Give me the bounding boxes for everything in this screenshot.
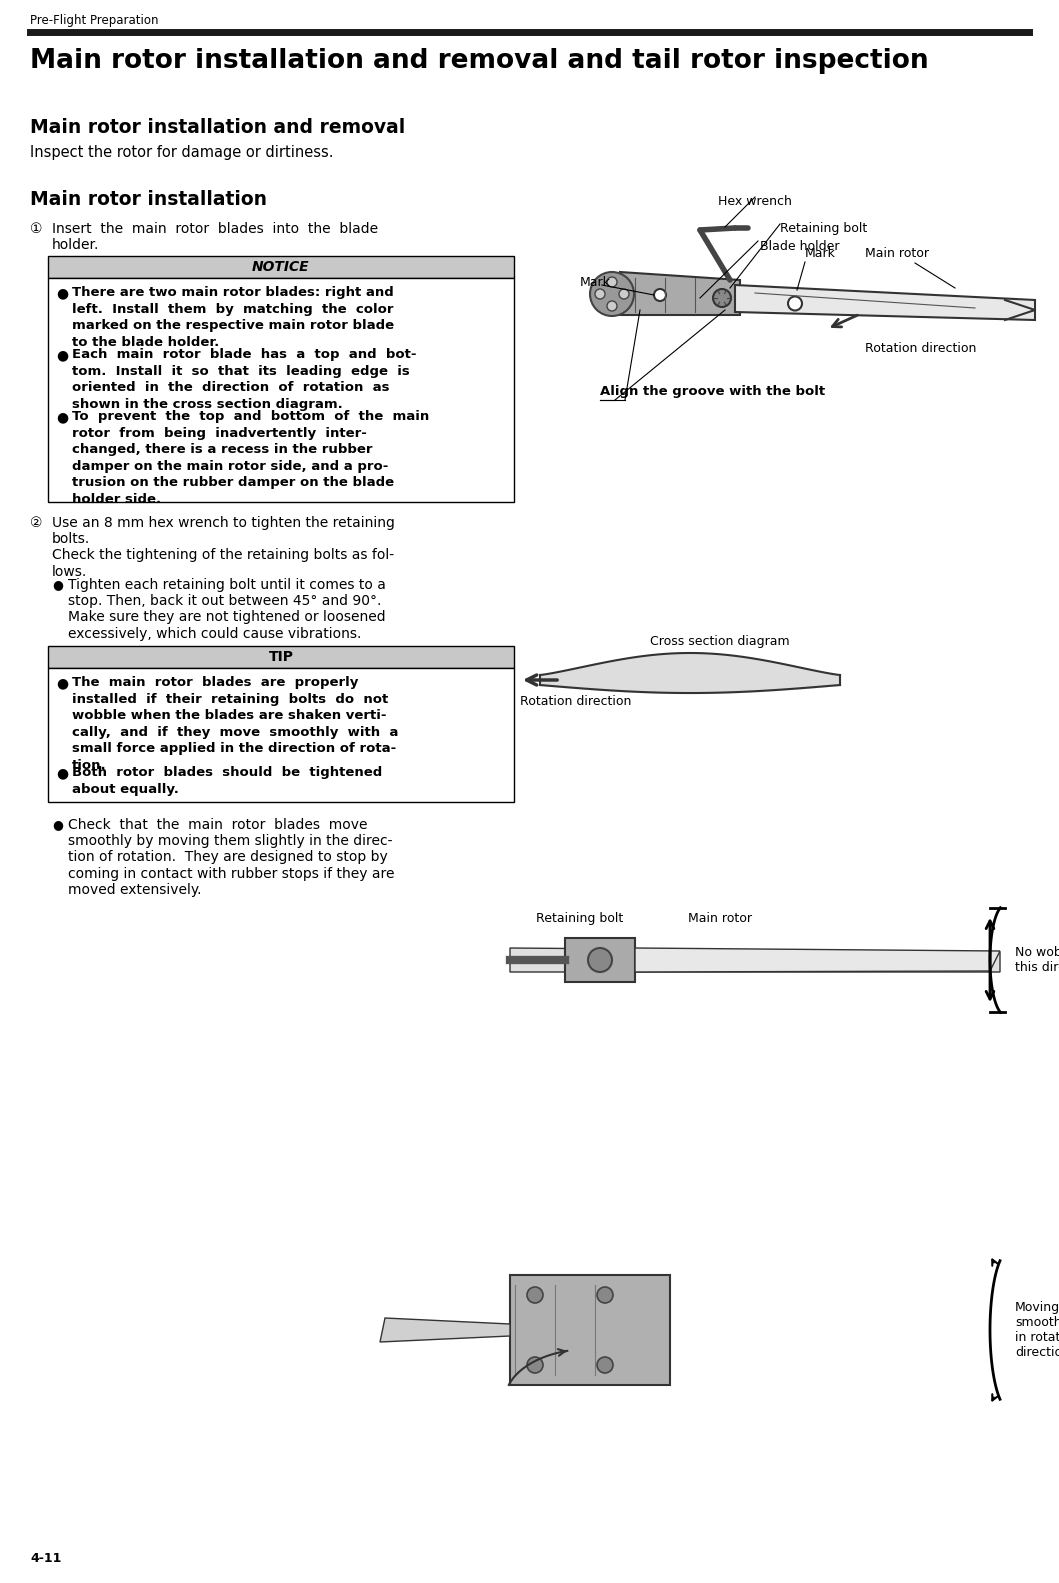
Text: No wobbling in
this direction: No wobbling in this direction (1015, 947, 1059, 974)
Text: Cross section diagram: Cross section diagram (650, 635, 790, 647)
Text: Align the groove with the bolt: Align the groove with the bolt (600, 385, 825, 397)
Text: Tighten each retaining bolt until it comes to a
stop. Then, back it out between : Tighten each retaining bolt until it com… (68, 578, 385, 641)
Text: 4-11: 4-11 (30, 1551, 61, 1566)
FancyBboxPatch shape (48, 256, 514, 279)
Circle shape (597, 1357, 613, 1372)
Text: To  prevent  the  top  and  bottom  of  the  main
rotor  from  being  inadverten: To prevent the top and bottom of the mai… (72, 410, 429, 505)
Circle shape (620, 290, 629, 299)
Circle shape (654, 290, 666, 301)
Text: Main rotor: Main rotor (688, 912, 752, 924)
Circle shape (588, 948, 612, 972)
Text: ●: ● (52, 578, 62, 590)
Text: Main rotor installation and removal: Main rotor installation and removal (30, 119, 406, 138)
Text: Main rotor installation and removal and tail rotor inspection: Main rotor installation and removal and … (30, 47, 929, 74)
Text: Both  rotor  blades  should  be  tightened
about equally.: Both rotor blades should be tightened ab… (72, 766, 382, 796)
Text: Mark: Mark (580, 275, 611, 288)
Circle shape (595, 290, 605, 299)
Text: Use an 8 mm hex wrench to tighten the retaining
bolts.
Check the tightening of t: Use an 8 mm hex wrench to tighten the re… (52, 516, 395, 579)
Polygon shape (620, 272, 740, 315)
FancyBboxPatch shape (48, 646, 514, 668)
Text: Rotation direction: Rotation direction (865, 342, 976, 355)
Text: NOTICE: NOTICE (252, 260, 310, 274)
Text: ●: ● (52, 818, 62, 831)
Circle shape (597, 1287, 613, 1303)
Text: ●: ● (56, 676, 68, 690)
FancyBboxPatch shape (48, 668, 514, 803)
FancyBboxPatch shape (566, 939, 635, 981)
Text: Pre-Flight Preparation: Pre-Flight Preparation (30, 14, 159, 27)
Circle shape (527, 1287, 543, 1303)
Text: Check  that  the  main  rotor  blades  move
smoothly by moving them slightly in : Check that the main rotor blades move sm… (68, 818, 395, 898)
Text: Blade holder: Blade holder (760, 241, 840, 253)
Circle shape (527, 1357, 543, 1372)
Text: TIP: TIP (269, 651, 293, 663)
Text: ●: ● (56, 410, 68, 424)
Text: ②: ② (30, 516, 42, 530)
Text: ●: ● (56, 348, 68, 363)
Circle shape (607, 277, 617, 287)
Text: ①: ① (30, 222, 42, 236)
Text: The  main  rotor  blades  are  properly
installed  if  their  retaining  bolts  : The main rotor blades are properly insta… (72, 676, 398, 771)
Text: Moving
smoothly
in rotation
direction: Moving smoothly in rotation direction (1015, 1301, 1059, 1358)
Text: Main rotor: Main rotor (865, 247, 929, 260)
FancyBboxPatch shape (510, 1274, 670, 1385)
Circle shape (607, 301, 617, 310)
FancyBboxPatch shape (48, 279, 514, 502)
Circle shape (788, 296, 802, 310)
Text: Rotation direction: Rotation direction (520, 695, 631, 708)
Text: Retaining bolt: Retaining bolt (536, 912, 624, 924)
Text: Each  main  rotor  blade  has  a  top  and  bot-
tom.  Install  it  so  that  it: Each main rotor blade has a top and bot-… (72, 348, 416, 410)
Circle shape (590, 272, 634, 317)
Text: Mark: Mark (805, 247, 836, 260)
Polygon shape (735, 285, 1035, 320)
Text: There are two main rotor blades: right and
left.  Install  them  by  matching  t: There are two main rotor blades: right a… (72, 287, 394, 348)
Text: Insert  the  main  rotor  blades  into  the  blade
holder.: Insert the main rotor blades into the bl… (52, 222, 378, 252)
Text: ●: ● (56, 766, 68, 780)
Text: Retaining bolt: Retaining bolt (780, 222, 867, 234)
Polygon shape (510, 948, 1000, 972)
Text: Inspect the rotor for damage or dirtiness.: Inspect the rotor for damage or dirtines… (30, 146, 334, 160)
Text: Hex wrench: Hex wrench (718, 195, 792, 207)
Circle shape (713, 290, 731, 307)
Text: ●: ● (56, 287, 68, 301)
Text: Main rotor installation: Main rotor installation (30, 190, 267, 209)
Polygon shape (380, 1319, 510, 1342)
Polygon shape (635, 948, 1000, 972)
